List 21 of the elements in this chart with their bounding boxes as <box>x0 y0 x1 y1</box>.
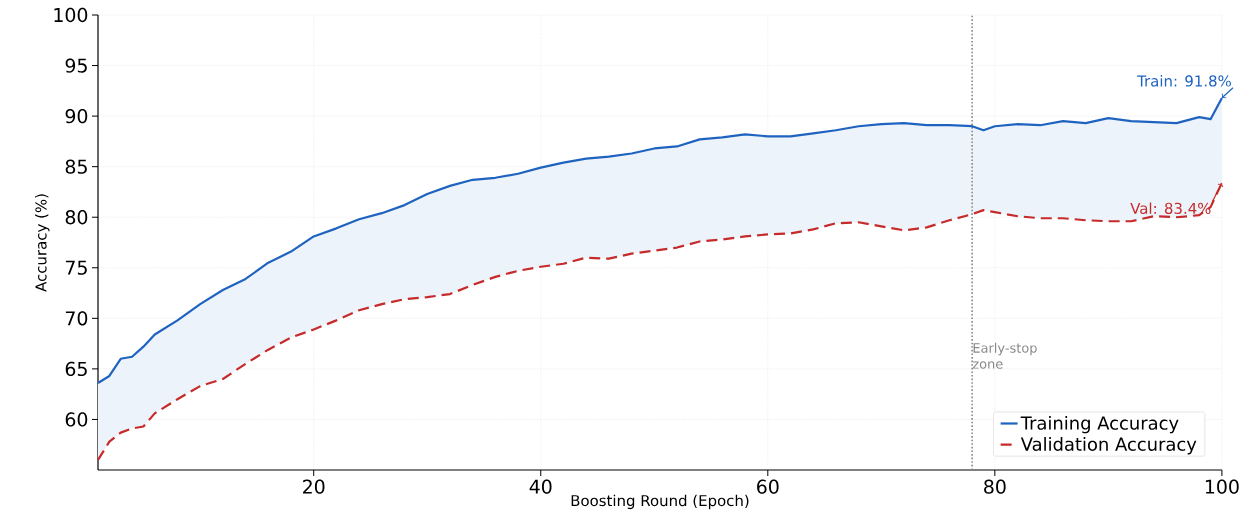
y-tick-label: 75 <box>65 260 87 275</box>
y-tick-label: 95 <box>65 58 87 73</box>
x-tick-label: 60 <box>757 479 779 494</box>
legend-label: Validation Accuracy <box>1020 437 1197 455</box>
x-axis-title: Boosting Round (Epoch) <box>571 494 749 510</box>
x-tick-label: 20 <box>303 479 325 494</box>
y-axis-title: Accuracy (%) <box>35 194 50 292</box>
y-tick-label: 60 <box>65 412 88 427</box>
y-tick-label: 90 <box>65 108 88 124</box>
y-tick-label: 65 <box>65 361 87 377</box>
y-tick-label: 100 <box>54 7 88 23</box>
x-tick-label: 100 <box>1205 479 1239 494</box>
y-tick-label: 70 <box>65 311 88 326</box>
annotation: Train: 91.8% <box>1137 75 1231 87</box>
y-tick-label: 80 <box>65 210 88 225</box>
annotation: Val: 83.4% <box>1130 202 1211 215</box>
ref-line-label: Early-stop zone <box>972 342 1037 369</box>
x-tick-label: 80 <box>984 479 1006 494</box>
legend-label: Training Accuracy <box>1020 415 1179 434</box>
x-tick-label: 40 <box>529 479 552 494</box>
y-tick-label: 85 <box>65 159 87 174</box>
